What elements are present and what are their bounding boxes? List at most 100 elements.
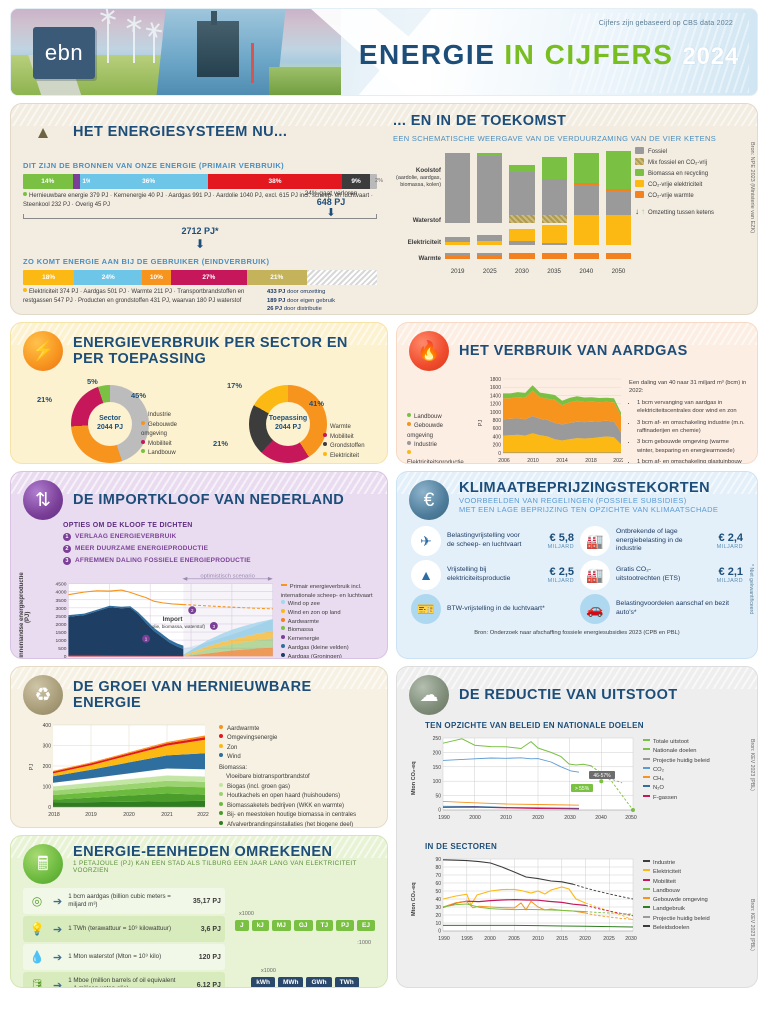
leg-landbouw: Landbouw [148,450,176,457]
donut-sector-label: Sector [99,415,121,423]
c1leg-5: N₂O [653,785,664,792]
hernieuwbare-legend: Aardwarmte Omgevingsenergie Zon Wind Bio… [219,719,375,828]
aardgas-chart: 1800 1600 1400 1200 1000 800 600 400 200 0 PJ [473,375,625,464]
bar-segment-transport: 27% [170,270,248,285]
hernieuwbare-title: DE GROEI VAN HERNIEUWBARE ENERGIE [73,679,312,711]
svg-text:1000: 1000 [490,410,501,416]
wind-turbine-icon [100,9,116,63]
renleg-3: Wind [227,754,241,761]
klimaat-source: Bron: Onderzoek naar afschaffing fossiel… [474,630,680,636]
aardgas-intro: Een daling van 40 naar 31 miljard m³ (bc… [629,380,747,395]
donut-sector-pct-industrie: 45% [131,391,147,400]
leg-elektriciteit: Elektriciteit [330,452,360,459]
donut-charts: Sector 2044 PJ 45% 29% 21% 5% Industrie … [11,373,387,463]
amount-unit: MILJARD [547,578,574,584]
svg-text:2015: 2015 [556,936,568,942]
klimaat-header: € KLIMAATBEPRIJZINGSTEKORTEN VOORBEELDEN… [397,472,757,522]
calculator-icon: 🖩 [23,844,63,884]
klimaat-card-1: ✈ Belastingvrijstelling voor de scheep- … [411,526,574,556]
amount-value: € 2,5 [549,566,574,578]
mult-up-watt: x1000 [260,968,276,974]
bar-segment-aardgas: 36% [89,174,208,189]
gasleg-landbouw: Landbouw [414,414,442,420]
future-row-warmte: Warmte [418,255,441,262]
future-col-2019: 2019 [445,145,471,275]
car-icon: 🚗 [580,594,610,624]
svg-text:2000: 2000 [469,815,481,821]
leg-grondstoffen: Grondstoffen [330,443,365,450]
renleg-9: Bij- en meestoken houtige biomassa in ce… [227,812,357,819]
panel-energieverbruik: ⚡ ENERGIEVERBRUIK PER SECTOR EN PER TOEP… [10,322,388,464]
c2leg-7: Beleidsdoelen [653,924,690,931]
donut-toep-pct-elektriciteit: 17% [227,381,243,390]
svg-text:1400: 1400 [490,393,501,399]
import-sublabel: (gas, olie, biomassa, waterstof) [140,624,206,629]
svg-text:60: 60 [435,881,441,887]
chip-PJ: PJ [336,920,355,931]
svg-text:2022: 2022 [613,458,623,464]
mult-up-joule: x1000 [238,911,254,917]
klimaat-card-6: 🚗 Belastingvoordelen aanschaf en bezit a… [580,594,743,624]
energy-loss-box: 24% gaat verloren 648 PJ ⬇ [283,190,379,219]
loss-title: 24% gaat verloren [304,190,358,197]
svg-text:1600: 1600 [490,385,501,391]
bar-segment-steenkool: 9% [342,174,370,189]
svg-text:1990: 1990 [438,936,450,942]
future-col-2040: 2040 [573,145,599,275]
svg-text:1: 1 [145,637,148,642]
renleg-4: Biomassa: [219,764,248,771]
amount-value: € 2,1 [718,566,743,578]
aardgas-bullet-1: 1 bcm vervanging van aardgas in elektric… [637,399,747,416]
hernieuwbare-header: ♻ DE GROEI VAN HERNIEUWBARE ENERGIE [11,667,387,717]
energy-system-now: ▲ HET ENERGIESYSTEEM NU... DIT ZIJN DE B… [11,104,389,314]
loss-t3: door distributie [283,306,322,313]
renleg-2: Zon [227,744,238,751]
donut-toepassing-ring: Toepassing 2044 PJ [249,385,327,463]
ticket-plane-icon: 🎫 [411,594,441,624]
importkloof-legend: Primair energieverbruik incl. internatio… [280,571,379,658]
bulb-icon: 💡 [29,922,45,936]
renleg-10: Afvalverbrandingsinstallaties (het bioge… [227,821,354,828]
chip-J: J [234,920,249,931]
svg-text:40: 40 [435,897,441,903]
svg-text:800: 800 [493,418,502,424]
panel-eenheden: 🖩 ENERGIE-EENHEDEN OMREKENEN 1 PETAJOULE… [10,835,388,988]
hernieuwbare-ylabel: PJ [29,764,35,771]
plane-ship-icon: ✈ [411,526,441,556]
leg-gebouwde: Gebouwde omgeving [141,421,178,438]
factory-icon: 🏭 [580,526,610,556]
panel-hatch [397,472,757,494]
gasleg-industrie: Industrie [414,441,438,448]
svg-text:400: 400 [43,723,52,729]
future-year-2030: 2030 [515,268,529,275]
future-legend-co2-elek: CO₂-vrije elektriciteit [648,182,703,189]
amount-unit: MILJARD [716,578,743,584]
aardgas-bullets: Een daling van 40 naar 31 miljard m³ (bc… [629,375,747,463]
chip-EJ: EJ [357,920,375,931]
svg-text:2050: 2050 [625,815,637,821]
svg-text:500: 500 [58,646,66,652]
primary-total-value: 2712 PJ* [181,226,219,236]
arrow-icon: ➔ [53,923,63,936]
left-column-bottom: ♻ DE GROEI VAN HERNIEUWBARE ENERGIE [10,666,388,988]
grass-foreground [269,67,341,95]
chip-TJ: TJ [315,920,334,931]
svg-text:50: 50 [435,794,441,800]
impleg-windzon: Wind en zon op land [287,610,341,617]
future-year-2040: 2040 [579,268,594,275]
eenheid-2-text: 1 TWh (terawattuur = 10⁹ kilowattuur) [68,924,171,932]
page-header: ebn Cijfers zijn gebaseerd op CBS data 2… [10,8,758,96]
primary-energy-legend: Hernieuwbare energie 379 PJ · Kernenergi… [23,192,377,210]
eenheid-row-1: ◎ ➔ 1 bcm aardgas (billion cubic meters … [23,888,225,914]
eenheden-chains: x1000 J kJ MJ GJ TJ PJ EJ :1000 x1000 [234,888,375,987]
impleg-kern: Kernenergie [287,636,320,643]
future-row-koolstof: Koolstof [415,167,441,174]
c2leg-3: Landbouw [653,887,680,894]
bar-segment-warmte: 10% [142,270,171,285]
svg-text:50: 50 [435,889,441,895]
svg-text:2025: 2025 [603,936,615,942]
c2leg-2: Mobiliteit [653,878,676,885]
primary-total-brace [23,213,377,225]
aardgas-area-svg: 1800 1600 1400 1200 1000 800 600 400 200 0 PJ [478,377,625,464]
donut-toepassing-legend: Warmte Mobiliteit Grondstoffen Elektrici… [323,423,383,461]
